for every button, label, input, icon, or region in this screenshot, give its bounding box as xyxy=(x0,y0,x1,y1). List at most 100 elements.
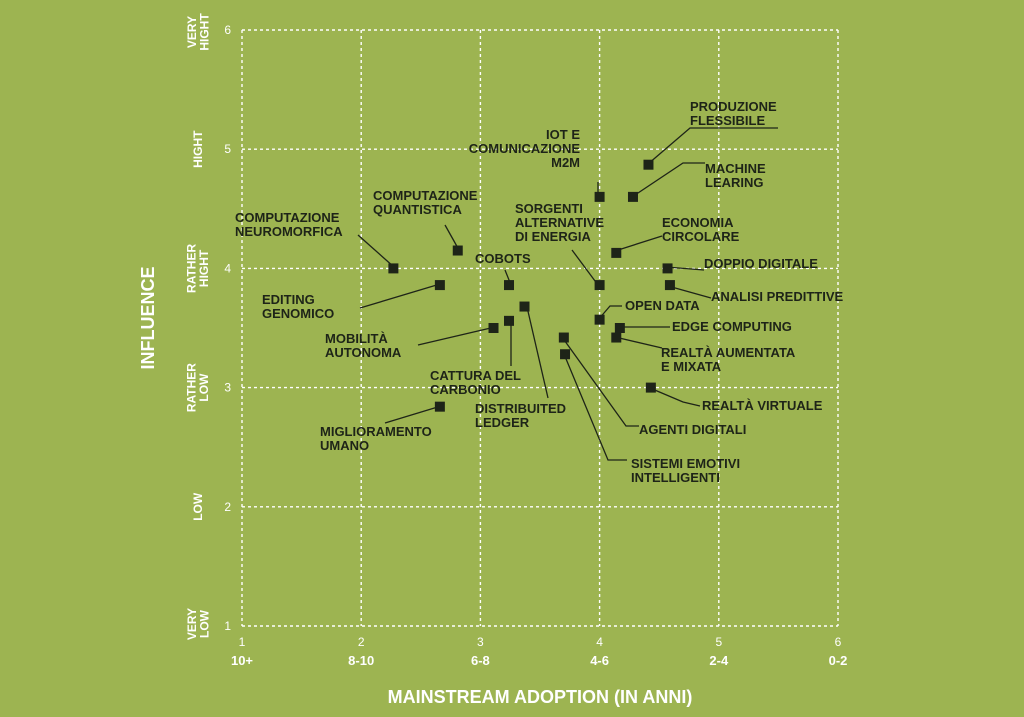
leader-line xyxy=(384,405,442,424)
data-point xyxy=(560,349,571,360)
leader-line xyxy=(561,336,639,427)
y-level-label: LOW xyxy=(191,492,205,521)
point-label-line: REALTÀ VIRTUALE xyxy=(702,398,823,413)
x-tick-sublabel: 6-8 xyxy=(471,653,490,668)
point-label-line: LEARING xyxy=(705,175,764,190)
point-label-line: SORGENTI xyxy=(515,201,583,216)
point-label-line: SISTEMI EMOTIVI xyxy=(631,456,740,471)
data-point xyxy=(594,314,605,325)
point-label: EDITING GENOMICO xyxy=(262,292,334,321)
point-label-line: E MIXATA xyxy=(661,359,722,374)
point-label-line: COMPUTAZIONE xyxy=(235,210,340,225)
point-label-line: COMUNICAZIONE xyxy=(469,141,581,156)
y-tick-label: 1 xyxy=(224,619,231,633)
data-point xyxy=(594,191,605,202)
point-label: MIGLIORAMENTO UMANO xyxy=(320,424,432,453)
data-point xyxy=(434,280,445,291)
data-point xyxy=(611,247,622,258)
y-level-line: LOW xyxy=(197,373,211,402)
data-point xyxy=(614,323,625,333)
leader-line xyxy=(563,353,627,461)
leader-line xyxy=(631,162,705,198)
point-labels: PRODUZIONE FLESSIBILE IOT E COMUNICAZIONE M2… xyxy=(235,99,844,485)
x-axis-title: MAINSTREAM ADOPTION (IN ANNI) xyxy=(388,687,693,707)
data-point xyxy=(434,401,445,412)
leader-line xyxy=(614,235,663,252)
data-points xyxy=(388,159,675,412)
point-label-line: DISTRIBUITED xyxy=(475,401,566,416)
point-label-line: LEDGER xyxy=(475,415,530,430)
point-label-line: DOPPIO DIGITALE xyxy=(704,256,818,271)
point-label-line: ECONOMIA xyxy=(662,215,734,230)
point-label: PRODUZIONE FLESSIBILE xyxy=(690,99,777,128)
data-point xyxy=(504,280,515,291)
x-tick-sublabel: 8-10 xyxy=(348,653,374,668)
point-label-line: M2M xyxy=(551,155,580,170)
point-label: DISTRIBUITED LEDGER xyxy=(475,401,566,430)
y-axis-title: INFLUENCE xyxy=(138,267,158,370)
point-label-line: NEUROMORFICA xyxy=(235,224,343,239)
point-label-line: OPEN DATA xyxy=(625,298,700,313)
point-label: DOPPIO DIGITALE xyxy=(704,256,818,271)
point-label-line: CATTURA DEL xyxy=(430,368,521,383)
y-level-label: VERYLOW xyxy=(185,608,212,640)
point-label-line: PRODUZIONE xyxy=(690,99,777,114)
point-label: MOBILITÀ AUTONOMA xyxy=(325,331,402,360)
leader-line xyxy=(526,306,549,399)
y-level-line: LOW xyxy=(197,609,211,638)
x-tick-label: 6 xyxy=(835,635,842,649)
point-label-line: DI ENERGIA xyxy=(515,229,591,244)
leader-line xyxy=(417,326,496,346)
x-tick-sublabel: 0-2 xyxy=(829,653,848,668)
x-tick-label: 5 xyxy=(715,635,722,649)
x-tick-sublabel: 2-4 xyxy=(709,653,729,668)
point-label-line: COMPUTAZIONE xyxy=(373,188,478,203)
data-point xyxy=(645,382,656,393)
point-label: COMPUTAZIONE NEUROMORFICA xyxy=(235,210,343,239)
x-tick-sublabel: 4-6 xyxy=(590,653,609,668)
point-label-line: AUTONOMA xyxy=(325,345,402,360)
point-label-line: INTELLIGENTI xyxy=(631,470,720,485)
x-tick-sublabel: 10+ xyxy=(231,653,253,668)
point-label-line: COBOTS xyxy=(475,251,531,266)
point-label-line: CARBONIO xyxy=(430,382,501,397)
point-label-line: FLESSIBILE xyxy=(690,113,765,128)
tick-labels: 110+28-1036-844-652-460-2123456VERYLOWLO… xyxy=(185,13,848,668)
point-label: IOT E COMUNICAZIONE M2M xyxy=(469,127,581,170)
point-label-line: MACHINE xyxy=(705,161,766,176)
data-point xyxy=(488,323,499,333)
x-tick-label: 3 xyxy=(477,635,484,649)
point-label-line: MIGLIORAMENTO xyxy=(320,424,432,439)
y-level-line: VERY xyxy=(185,16,199,48)
point-label: EDGE COMPUTING xyxy=(672,319,792,334)
data-point xyxy=(627,191,638,202)
point-label-line: MOBILITÀ xyxy=(325,331,388,346)
data-point xyxy=(388,263,399,274)
point-label-line: UMANO xyxy=(320,438,369,453)
point-label-line: QUANTISTICA xyxy=(373,202,462,217)
point-label: COMPUTAZIONE QUANTISTICA xyxy=(373,188,478,217)
x-tick-label: 4 xyxy=(596,635,603,649)
point-label-line: AGENTI DIGITALI xyxy=(639,422,746,437)
leader-line xyxy=(359,283,441,309)
y-level-line: RATHER xyxy=(185,363,199,412)
leader-line xyxy=(667,285,712,299)
point-label-line: ANALISI PREDITTIVE xyxy=(711,289,844,304)
y-level-label: HIGHT xyxy=(191,130,205,168)
y-tick-label: 4 xyxy=(224,261,231,275)
y-tick-label: 2 xyxy=(224,500,231,514)
y-level-label: RATHERLOW xyxy=(185,363,212,412)
data-point xyxy=(611,332,622,343)
data-point xyxy=(558,332,569,343)
y-level-line: RATHER xyxy=(185,244,199,293)
data-point xyxy=(519,301,530,312)
y-level-label: RATHERHIGHT xyxy=(185,244,212,293)
data-point xyxy=(452,245,463,256)
point-label: ANALISI PREDITTIVE xyxy=(711,289,844,304)
point-label: REALTÀ AUMENTATA E MIXATA xyxy=(661,345,796,374)
leader-line xyxy=(649,387,701,407)
y-level-line: HIGHT xyxy=(191,130,205,168)
point-label: REALTÀ VIRTUALE xyxy=(702,398,823,413)
y-level-line: HIGHT xyxy=(197,13,211,51)
